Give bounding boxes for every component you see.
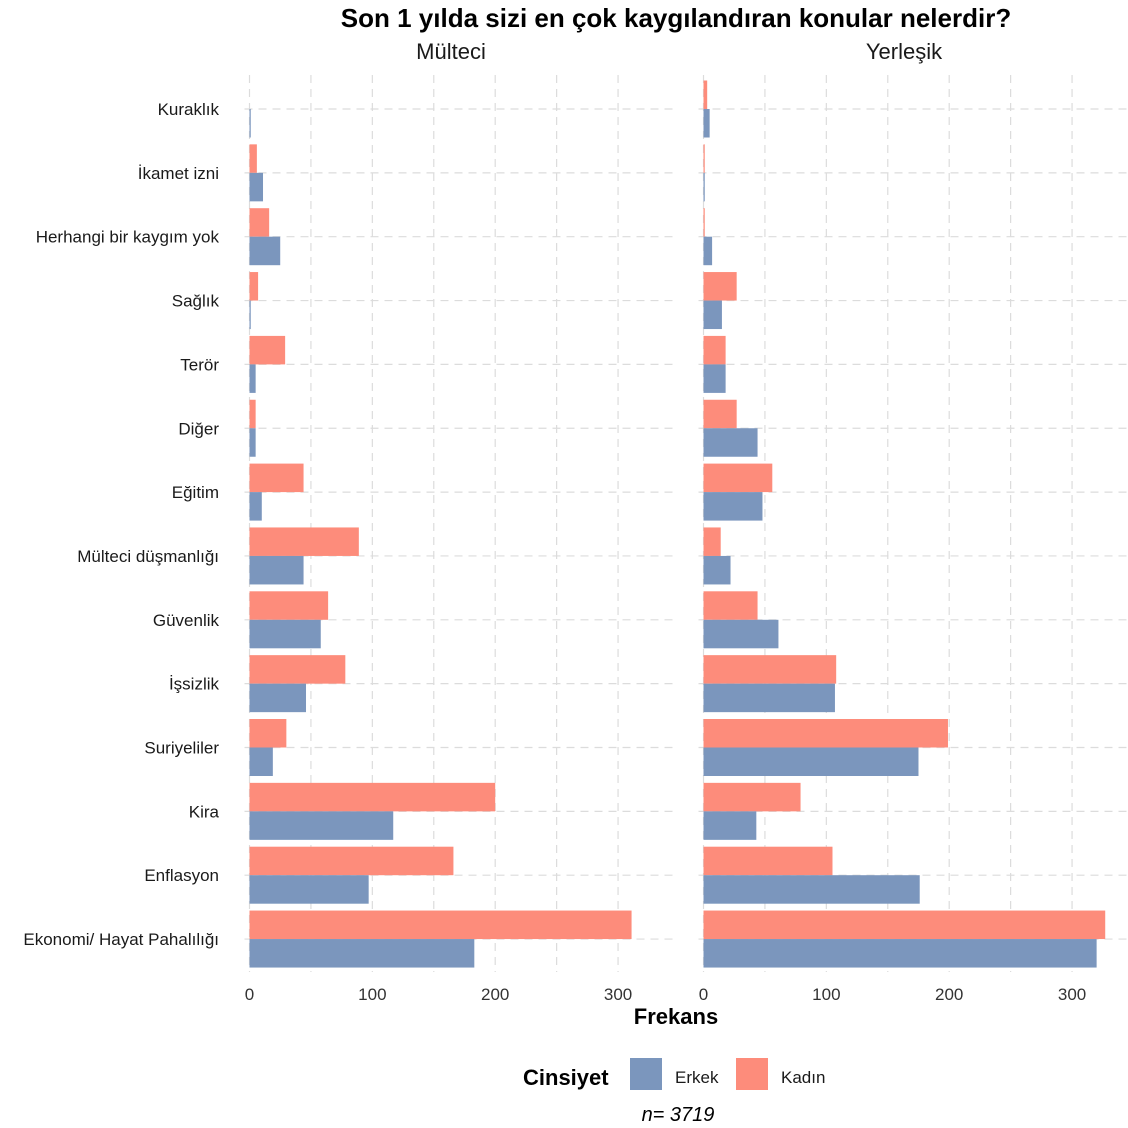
bar-yerlesik-erkek-enflasyon bbox=[703, 875, 920, 904]
legend-swatch-kadin bbox=[736, 1058, 768, 1090]
bars bbox=[249, 80, 1106, 968]
bar-multeci-erkek-suriyeliler bbox=[249, 747, 273, 776]
bar-multeci-kadin-egitim bbox=[249, 463, 304, 493]
category-label-kuraklik: Kuraklık bbox=[158, 100, 220, 119]
bar-yerlesik-erkek-multeci-dusmanligi bbox=[703, 555, 731, 585]
x-axis-label: Frekans bbox=[634, 1004, 718, 1029]
bar-yerlesik-kadin-issizlik bbox=[703, 655, 837, 684]
legend-swatch-erkek bbox=[630, 1058, 662, 1090]
chart-title: Son 1 yılda sizi en çok kaygılandıran ko… bbox=[341, 3, 1011, 33]
bar-yerlesik-erkek-egitim bbox=[703, 492, 763, 521]
x-tick-label-multeci-100: 100 bbox=[358, 985, 386, 1004]
x-tick-label-multeci-0: 0 bbox=[245, 985, 254, 1004]
bar-multeci-erkek-saglik bbox=[249, 300, 251, 330]
category-label-multeci-dusmanligi: Mülteci düşmanlığı bbox=[77, 547, 219, 566]
bar-multeci-kadin-multeci-dusmanligi bbox=[249, 527, 359, 556]
bar-yerlesik-kadin-ekonomi-hayat-pahaliligi bbox=[703, 910, 1106, 940]
facet-label-multeci: Mülteci bbox=[416, 39, 486, 64]
category-label-saglik: Sağlık bbox=[172, 292, 220, 311]
axis-labels: Mülteci 0 100 200 300 Yerleşik 0 100 200 300 Kurak… bbox=[23, 39, 1086, 1004]
category-label-issizlik: İşsizlik bbox=[169, 675, 220, 694]
facet-label-yerlesik: Yerleşik bbox=[866, 39, 943, 64]
category-label-enflasyon: Enflasyon bbox=[144, 866, 219, 885]
bar-multeci-erkek-guvenlik bbox=[249, 619, 321, 649]
bar-yerlesik-erkek-diger bbox=[703, 428, 758, 457]
category-label-ikamet-izni: İkamet izni bbox=[138, 164, 219, 183]
category-label-herhangi-bir-kaygim-yok: Herhangi bir kaygım yok bbox=[36, 228, 220, 247]
bar-yerlesik-erkek-guvenlik bbox=[703, 619, 779, 649]
x-tick-label-yerlesik-200: 200 bbox=[935, 985, 963, 1004]
bar-multeci-kadin-suriyeliler bbox=[249, 719, 287, 748]
category-label-kira: Kira bbox=[189, 802, 220, 821]
bar-multeci-erkek-teror bbox=[249, 364, 256, 393]
x-tick-label-yerlesik-300: 300 bbox=[1058, 985, 1086, 1004]
bar-multeci-kadin-diger bbox=[249, 399, 256, 429]
bar-yerlesik-kadin-diger bbox=[703, 399, 737, 429]
bar-yerlesik-erkek-ekonomi-hayat-pahaliligi bbox=[703, 939, 1097, 968]
bar-yerlesik-erkek-issizlik bbox=[703, 683, 835, 713]
bar-yerlesik-kadin-multeci-dusmanligi bbox=[703, 527, 721, 556]
legend-label-erkek: Erkek bbox=[675, 1068, 719, 1087]
bar-multeci-kadin-enflasyon bbox=[249, 846, 454, 876]
bar-yerlesik-erkek-kuraklik bbox=[703, 109, 710, 138]
bar-multeci-kadin-ekonomi-hayat-pahaliligi bbox=[249, 910, 632, 940]
category-label-guvenlik: Güvenlik bbox=[153, 611, 220, 630]
bar-multeci-erkek-herhangi-bir-kaygim-yok bbox=[249, 236, 281, 266]
bar-multeci-erkek-ekonomi-hayat-pahaliligi bbox=[249, 939, 475, 968]
category-label-diger: Diğer bbox=[178, 419, 219, 438]
bar-yerlesik-erkek-kira bbox=[703, 811, 757, 840]
bar-yerlesik-erkek-ikamet-izni bbox=[703, 172, 705, 202]
legend: Cinsiyet Erkek Kadın bbox=[523, 1058, 825, 1090]
bar-yerlesik-kadin-teror bbox=[703, 335, 726, 365]
bar-multeci-kadin-guvenlik bbox=[249, 591, 329, 620]
bar-yerlesik-kadin-kira bbox=[703, 782, 801, 812]
bar-yerlesik-kadin-herhangi-bir-kaygim-yok bbox=[703, 208, 705, 237]
bar-yerlesik-kadin-kuraklik bbox=[703, 80, 708, 109]
bar-multeci-erkek-multeci-dusmanligi bbox=[249, 555, 304, 585]
legend-label-kadin: Kadın bbox=[781, 1068, 825, 1087]
bar-multeci-kadin-herhangi-bir-kaygim-yok bbox=[249, 208, 270, 237]
bar-multeci-kadin-kira bbox=[249, 782, 496, 812]
category-label-teror: Terör bbox=[180, 355, 219, 374]
bar-multeci-erkek-enflasyon bbox=[249, 875, 369, 904]
bar-yerlesik-erkek-herhangi-bir-kaygim-yok bbox=[703, 236, 713, 266]
bar-multeci-erkek-diger bbox=[249, 428, 256, 457]
bar-multeci-erkek-issizlik bbox=[249, 683, 307, 713]
bar-multeci-kadin-issizlik bbox=[249, 655, 346, 684]
bar-multeci-kadin-saglik bbox=[249, 272, 259, 301]
bar-multeci-kadin-teror bbox=[249, 335, 286, 365]
bar-yerlesik-erkek-suriyeliler bbox=[703, 747, 919, 776]
bar-yerlesik-kadin-ikamet-izni bbox=[703, 144, 705, 173]
x-tick-label-multeci-300: 300 bbox=[604, 985, 632, 1004]
bar-multeci-erkek-kira bbox=[249, 811, 394, 840]
x-tick-label-multeci-200: 200 bbox=[481, 985, 509, 1004]
x-tick-label-yerlesik-100: 100 bbox=[812, 985, 840, 1004]
bar-yerlesik-kadin-suriyeliler bbox=[703, 719, 948, 748]
bar-yerlesik-erkek-teror bbox=[703, 364, 726, 393]
bar-yerlesik-kadin-guvenlik bbox=[703, 591, 758, 620]
bar-yerlesik-kadin-saglik bbox=[703, 272, 737, 301]
bar-multeci-erkek-ikamet-izni bbox=[249, 172, 264, 202]
bar-multeci-kadin-ikamet-izni bbox=[249, 144, 257, 173]
category-label-ekonomi-hayat-pahaliligi: Ekonomi/ Hayat Pahalılığı bbox=[23, 930, 219, 949]
category-label-suriyeliler: Suriyeliler bbox=[144, 739, 219, 758]
bar-yerlesik-kadin-egitim bbox=[703, 463, 773, 493]
category-label-egitim: Eğitim bbox=[172, 483, 219, 502]
sample-size-caption: n= 3719 bbox=[642, 1104, 715, 1126]
x-tick-label-yerlesik-0: 0 bbox=[699, 985, 708, 1004]
legend-title: Cinsiyet bbox=[523, 1065, 609, 1090]
bar-yerlesik-erkek-saglik bbox=[703, 300, 722, 330]
bar-multeci-erkek-kuraklik bbox=[249, 109, 251, 138]
bar-yerlesik-kadin-enflasyon bbox=[703, 846, 833, 876]
bar-multeci-erkek-egitim bbox=[249, 492, 262, 521]
